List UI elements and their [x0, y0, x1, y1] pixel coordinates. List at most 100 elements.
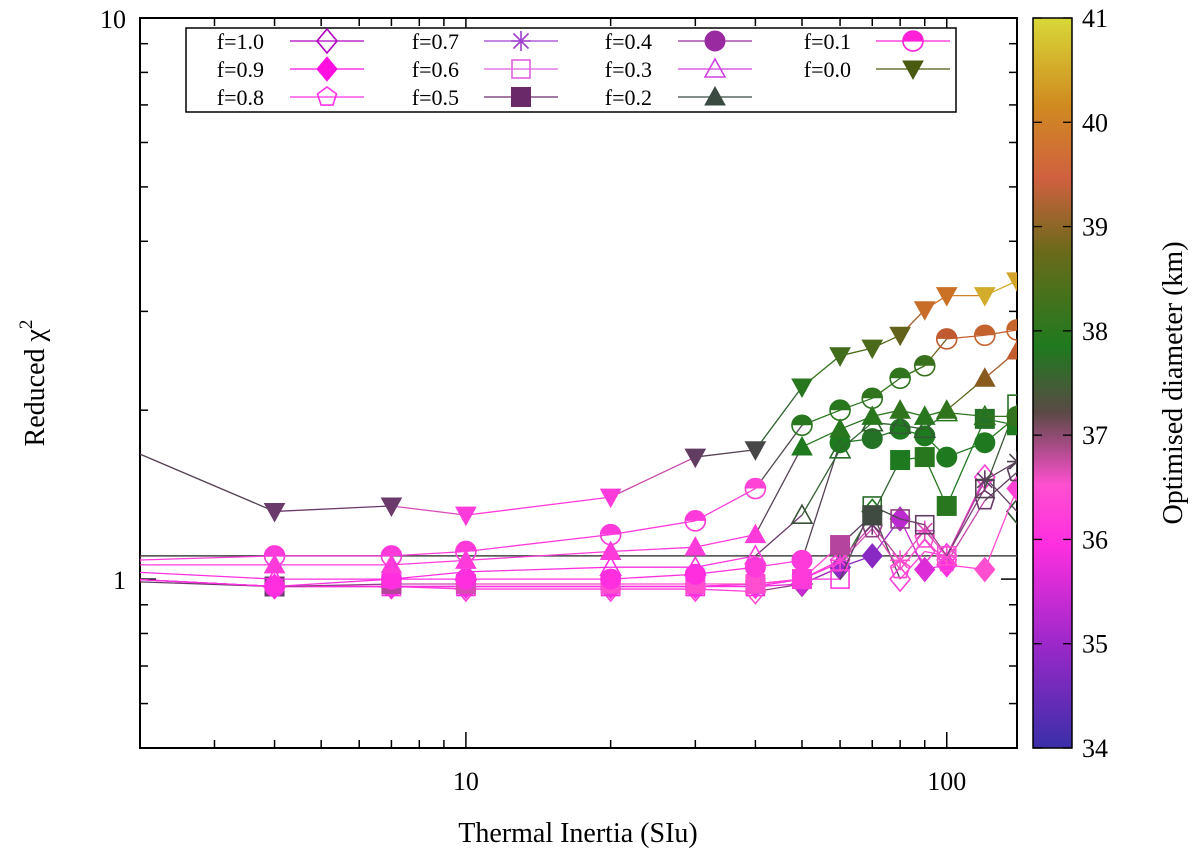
- series-line-segment: [899, 518, 925, 526]
- data-point: [974, 432, 996, 454]
- marker-fill: [455, 541, 476, 552]
- data-point: [889, 558, 911, 579]
- data-point: [790, 503, 814, 524]
- data-point: [914, 447, 935, 468]
- legend-marker: [704, 30, 726, 52]
- colorbar-tick-label: 41: [1082, 4, 1108, 33]
- legend-item: f=0.2: [605, 85, 752, 110]
- data-point: [1006, 461, 1017, 482]
- data-point: [936, 546, 957, 566]
- series-f-0-0: [140, 272, 1017, 527]
- series-line-segment: [754, 386, 803, 451]
- colorbar-tick-label: 39: [1082, 213, 1108, 242]
- colorbar-tick-label: 40: [1082, 108, 1108, 137]
- marker-fill: [791, 415, 812, 426]
- series-line-segment: [274, 578, 392, 588]
- x-tick-label: 10: [453, 767, 479, 796]
- series-line-segment: [754, 514, 803, 557]
- data-point: [861, 387, 884, 410]
- y-tick-label: 1: [113, 566, 126, 595]
- series-line-segment: [465, 550, 611, 561]
- legend-label: f=0.8: [217, 85, 264, 110]
- legend-item: f=0.0: [804, 57, 950, 82]
- series-line-segment: [801, 449, 841, 516]
- marker-outline: [791, 414, 813, 437]
- series-line-segment: [391, 559, 466, 566]
- data-point: [455, 540, 477, 563]
- marker-outline: [380, 545, 403, 567]
- legend-label: f=1.0: [217, 29, 264, 54]
- data-point: [599, 523, 622, 546]
- data-point: [744, 544, 767, 565]
- series-line-segment: [391, 505, 466, 516]
- data-point: [140, 441, 141, 443]
- data-point: [973, 287, 996, 307]
- series-line-segment: [695, 555, 756, 568]
- data-point: [973, 367, 996, 387]
- series-f-0-1: [140, 319, 1017, 567]
- series-line-segment: [984, 488, 1017, 570]
- marker-fill: [685, 510, 706, 521]
- marker-fill: [264, 545, 285, 556]
- series-line-segment: [695, 449, 756, 458]
- data-point: [830, 535, 851, 556]
- legend-marker: [316, 56, 338, 82]
- data-point: [1006, 272, 1017, 292]
- data-point: [455, 506, 477, 527]
- marker-stroke: [1008, 460, 1017, 470]
- data-point: [1006, 339, 1017, 360]
- colorbar-title: Optimised diameter (km): [1158, 241, 1189, 524]
- data-point: [380, 497, 403, 517]
- marker-outline: [263, 545, 286, 567]
- data-point: [861, 543, 883, 569]
- marker-fill: [936, 328, 957, 339]
- marker-outline: [829, 399, 851, 421]
- data-point: [935, 399, 958, 419]
- legend-marker: [315, 27, 339, 55]
- data-point: [684, 448, 707, 469]
- series-layer: [140, 272, 1017, 605]
- colorbar: 34 35 36 37 38 39 40 41: [1032, 4, 1108, 763]
- marker-fill: [600, 524, 621, 535]
- series-line-segment: [754, 424, 803, 489]
- x-axis-title: Thermal Inertia (SIu): [458, 818, 697, 849]
- legend: f=1.0 f=0.9 f=0.8 f=0.7 f=0.6 f=0.5 f=0.4 f=0.3…: [185, 27, 957, 113]
- marker-outline: [889, 367, 911, 390]
- series-line-segment: [946, 479, 986, 557]
- series-line-segment: [391, 571, 466, 580]
- colorbar-tick-label: 35: [1082, 630, 1108, 659]
- data-point: [744, 441, 767, 461]
- legend-item: f=0.7: [412, 29, 558, 54]
- marker-outline: [684, 510, 707, 532]
- marker-fill: [745, 478, 766, 489]
- series-line-segment: [610, 456, 696, 498]
- series-line-segment: [140, 571, 275, 580]
- data-point: [263, 567, 286, 588]
- data-point: [791, 569, 812, 590]
- data-point: [791, 435, 813, 456]
- data-point: [829, 418, 851, 438]
- data-point: [263, 502, 286, 523]
- legend-label: f=0.1: [804, 29, 851, 54]
- series-line-segment: [391, 550, 466, 557]
- data-point: [684, 510, 707, 532]
- marker-fill: [903, 31, 923, 41]
- legend-label: f=0.0: [804, 57, 851, 82]
- data-point: [914, 520, 935, 541]
- data-point: [263, 545, 286, 567]
- series-line-segment: [924, 524, 948, 557]
- marker-stroke: [916, 522, 933, 539]
- data-point: [791, 414, 813, 437]
- series-line-segment: [946, 418, 986, 507]
- data-point: [744, 477, 767, 500]
- data-point: [791, 378, 813, 398]
- marker-outline: [744, 477, 767, 500]
- series-line-segment: [274, 583, 392, 588]
- data-point: [683, 555, 707, 577]
- legend-label: f=0.5: [412, 85, 459, 110]
- data-point: [890, 550, 911, 571]
- data-point: [936, 551, 958, 572]
- series-line-segment: [695, 534, 756, 548]
- data-point: [830, 569, 850, 589]
